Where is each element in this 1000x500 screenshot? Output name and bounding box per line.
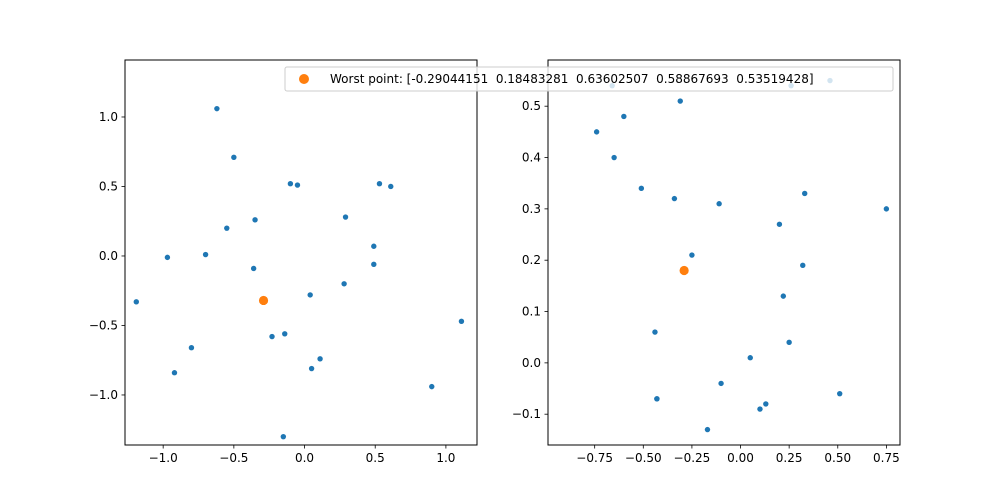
data-point: [287, 181, 294, 187]
y-tick-label: 0.0: [522, 356, 541, 370]
x-tick-label: −0.75: [576, 451, 613, 465]
data-point: [611, 154, 617, 161]
y-tick-label: 0.4: [522, 151, 541, 165]
y-tick-label: 0.5: [99, 179, 118, 193]
data-point: [429, 383, 435, 390]
data-point: [307, 292, 313, 298]
worst-point: [258, 295, 269, 306]
x-tick-label: 0.25: [776, 451, 803, 465]
data-point: [269, 333, 275, 340]
x-tick-label: −0.50: [625, 451, 662, 465]
data-point: [317, 356, 323, 362]
data-point: [202, 251, 209, 258]
data-point: [342, 214, 349, 220]
y-tick-label: −0.5: [89, 318, 118, 332]
data-point: [776, 221, 783, 227]
worst-point: [679, 265, 689, 276]
y-tick-label: 0.0: [99, 249, 118, 263]
y-tick-label: 0.2: [522, 253, 541, 267]
y-tick-label: 0.3: [522, 202, 541, 216]
legend-marker: [299, 74, 309, 84]
data-point: [652, 329, 658, 335]
x-tick-label: −0.25: [674, 451, 711, 465]
data-point: [802, 190, 808, 197]
data-point: [718, 380, 724, 387]
data-point: [250, 265, 257, 272]
data-point: [786, 339, 792, 346]
x-tick-label: 0.5: [366, 451, 385, 465]
data-point: [780, 293, 787, 299]
left-scatter-panel: −1.0 −0.5 0.0 0.5 1.0 −1.0 −0.5 0.0 0.5 1.0: [89, 59, 478, 465]
data-point: [308, 365, 315, 372]
data-point: [757, 406, 763, 412]
y-tick-label: −0.1: [512, 407, 541, 421]
data-point: [593, 129, 600, 135]
y-tick-label: 0.1: [522, 305, 541, 319]
data-point: [800, 262, 806, 269]
data-point: [837, 390, 843, 397]
data-point: [671, 195, 678, 202]
data-point: [704, 426, 711, 433]
data-point: [133, 299, 140, 305]
x-tick-label: 0.00: [727, 451, 754, 465]
data-point: [677, 98, 683, 104]
data-point: [689, 252, 695, 258]
x-tick-label: 0.0: [295, 451, 314, 465]
data-point: [883, 206, 890, 212]
data-point: [621, 113, 627, 120]
data-point: [376, 181, 383, 187]
y-tick-label: 0.5: [522, 99, 541, 113]
data-point: [280, 433, 287, 440]
data-point: [252, 217, 258, 223]
data-point: [164, 254, 171, 261]
data-point: [294, 182, 301, 188]
data-point: [716, 201, 722, 207]
data-point: [282, 331, 288, 337]
data-point: [214, 105, 220, 112]
legend: Worst point: [-0.29044151 0.18483281 0.6…: [284, 66, 894, 92]
axes-frame: [124, 59, 478, 446]
right-scatter-panel: −0.75 −0.50 −0.25 0.00 0.25 0.50 0.75 −0.1 0.0 0.…: [512, 59, 901, 465]
legend-box: [284, 66, 894, 92]
data-point: [763, 401, 769, 407]
data-point: [371, 243, 377, 249]
data-point: [231, 154, 237, 160]
axes-frame: [547, 59, 901, 446]
data-point: [171, 370, 178, 376]
data-point: [371, 261, 377, 268]
data-point: [638, 185, 645, 192]
data-point: [654, 396, 660, 402]
x-tick-label: 1.0: [436, 451, 455, 465]
data-point: [188, 345, 195, 351]
x-tick-label: 0.50: [824, 451, 851, 465]
data-point: [388, 183, 394, 190]
legend-label: Worst point: [-0.29044151 0.18483281 0.6…: [330, 72, 814, 86]
y-tick-label: 1.0: [99, 110, 118, 124]
x-tick-label: −0.5: [219, 451, 248, 465]
x-tick-label: −1.0: [149, 451, 178, 465]
data-point: [747, 355, 753, 361]
data-point: [224, 225, 230, 231]
data-point: [341, 281, 347, 287]
data-point: [458, 318, 465, 324]
y-tick-label: −1.0: [89, 388, 118, 402]
x-tick-label: 0.75: [873, 451, 900, 465]
